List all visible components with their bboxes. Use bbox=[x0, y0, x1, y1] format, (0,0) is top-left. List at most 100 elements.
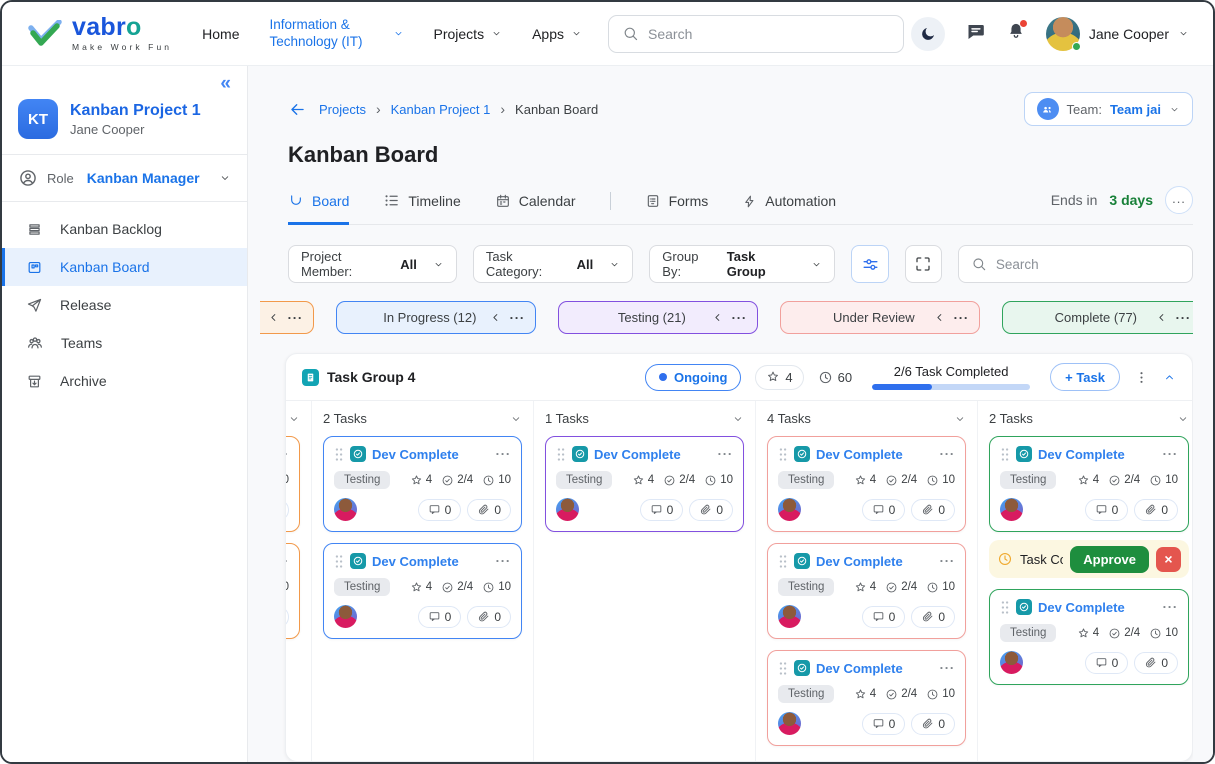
column-pill-in-progress[interactable]: In Progress (12) ... bbox=[336, 301, 536, 334]
task-more-options-icon[interactable]: ... bbox=[939, 443, 955, 459]
board-search[interactable] bbox=[957, 245, 1193, 283]
tab-timeline[interactable]: Timeline bbox=[383, 192, 461, 225]
nav-item-home[interactable]: Home bbox=[202, 25, 240, 42]
task-more-options-icon[interactable]: ... bbox=[1162, 596, 1178, 612]
attachments-chip[interactable]: 0 bbox=[286, 605, 289, 628]
global-search[interactable] bbox=[608, 14, 904, 53]
task-card[interactable]: Dev Complete ... Testing 4 2/4 10 bbox=[989, 436, 1189, 532]
dropdown-project-member[interactable]: Project Member: All bbox=[288, 245, 457, 283]
role-selector[interactable]: Role Kanban Manager bbox=[2, 155, 247, 201]
tab-forms[interactable]: Forms bbox=[645, 193, 708, 225]
dropdown-task-category[interactable]: Task Category: All bbox=[472, 245, 634, 283]
board-more-options-button[interactable]: ... bbox=[1165, 186, 1193, 214]
task-card[interactable]: Dev Complete ... Testing 4 2/4 10 bbox=[323, 436, 522, 532]
sidebar-item-archive[interactable]: Archive bbox=[2, 362, 247, 400]
task-title-link[interactable]: Dev Complete bbox=[372, 553, 459, 569]
attachments-chip[interactable]: 0 bbox=[467, 498, 511, 521]
column-more-options-icon[interactable]: ... bbox=[287, 307, 303, 322]
task-more-options-icon[interactable]: ... bbox=[939, 657, 955, 673]
chevron-down-icon[interactable] bbox=[954, 413, 966, 425]
task-title-link[interactable]: Dev Complete bbox=[816, 446, 903, 462]
add-task-button[interactable]: + Task bbox=[1050, 363, 1120, 391]
task-title-link[interactable]: Dev Complete bbox=[1038, 599, 1125, 615]
column-pill-under-review[interactable]: Under Review ... bbox=[780, 301, 980, 334]
drag-handle-icon[interactable] bbox=[556, 447, 566, 462]
chevron-left-icon[interactable] bbox=[489, 311, 502, 324]
chevron-left-icon[interactable] bbox=[933, 311, 946, 324]
task-title-link[interactable]: Dev Complete bbox=[594, 446, 681, 462]
comments-chip[interactable]: 0 bbox=[417, 498, 462, 521]
sidebar-item-kanban-backlog[interactable]: Kanban Backlog bbox=[2, 210, 247, 248]
task-card[interactable]: Dev Complete ... Testing 4 2/4 10 bbox=[767, 543, 966, 639]
task-title-link[interactable]: Dev Complete bbox=[372, 446, 459, 462]
vabro-logo[interactable]: vabro Make Work Fun bbox=[28, 15, 172, 52]
drag-handle-icon[interactable] bbox=[1000, 600, 1010, 615]
tab-board[interactable]: Board bbox=[288, 193, 350, 225]
task-more-options-icon[interactable]: ... bbox=[717, 443, 733, 459]
notifications-button[interactable] bbox=[1006, 20, 1027, 46]
task-card[interactable]: Dev Complete ... Testing 4 2/4 10 bbox=[286, 436, 300, 532]
task-more-options-icon[interactable]: ... bbox=[495, 443, 511, 459]
attachments-chip[interactable]: 0 bbox=[911, 712, 955, 735]
task-more-options-icon[interactable]: ... bbox=[1162, 443, 1178, 459]
nav-item-department[interactable]: Information & Technology (IT) bbox=[270, 17, 404, 51]
task-more-options-icon[interactable]: ... bbox=[286, 445, 289, 460]
filter-settings-button[interactable] bbox=[851, 245, 889, 283]
dark-mode-toggle[interactable] bbox=[910, 16, 945, 51]
column-pill-testing[interactable]: Testing (21) ... bbox=[558, 301, 758, 334]
task-more-options-icon[interactable]: ... bbox=[286, 552, 289, 567]
column-more-options-icon[interactable]: ... bbox=[1175, 307, 1191, 322]
back-arrow-icon[interactable] bbox=[288, 100, 307, 119]
status-badge[interactable]: Ongoing bbox=[644, 363, 742, 391]
drag-handle-icon[interactable] bbox=[1000, 447, 1010, 462]
messages-button[interactable] bbox=[965, 21, 986, 47]
collapse-group-icon[interactable] bbox=[1163, 371, 1176, 384]
column-more-options-icon[interactable]: ... bbox=[953, 307, 969, 322]
dropdown-group-by[interactable]: Group By: Task Group bbox=[649, 245, 836, 283]
sidebar-collapse-button[interactable]: « bbox=[220, 73, 231, 94]
task-card[interactable]: Dev Complete ... Testing 4 2/4 10 bbox=[767, 436, 966, 532]
task-card[interactable]: Dev Complete ... Testing 4 2/4 10 bbox=[767, 650, 966, 746]
column-pill-backlog[interactable]: ... bbox=[260, 301, 314, 334]
chevron-left-icon[interactable] bbox=[1155, 311, 1168, 324]
drag-handle-icon[interactable] bbox=[778, 554, 788, 569]
attachments-chip[interactable]: 0 bbox=[1134, 651, 1178, 674]
group-more-options-icon[interactable] bbox=[1134, 370, 1149, 385]
column-more-options-icon[interactable]: ... bbox=[509, 307, 525, 322]
chevron-down-icon[interactable] bbox=[510, 413, 522, 425]
breadcrumb-item[interactable]: Kanban Project 1 bbox=[390, 101, 491, 117]
attachments-chip[interactable]: 0 bbox=[911, 498, 955, 521]
task-card[interactable]: Dev Complete ... Testing 4 2/4 10 bbox=[545, 436, 744, 532]
comments-chip[interactable]: 0 bbox=[1084, 498, 1129, 521]
sidebar-item-kanban-board[interactable]: Kanban Board bbox=[2, 248, 247, 286]
comments-chip[interactable]: 0 bbox=[861, 498, 906, 521]
drag-handle-icon[interactable] bbox=[334, 447, 344, 462]
approve-button[interactable]: Approve bbox=[1070, 545, 1149, 573]
tab-automation[interactable]: Automation bbox=[742, 193, 836, 225]
fullscreen-button[interactable] bbox=[904, 245, 942, 283]
column-more-options-icon[interactable]: ... bbox=[731, 307, 747, 322]
comments-chip[interactable]: 0 bbox=[417, 605, 462, 628]
sidebar-item-release[interactable]: Release bbox=[2, 286, 247, 324]
attachments-chip[interactable]: 0 bbox=[1134, 498, 1178, 521]
comments-chip[interactable]: 0 bbox=[639, 498, 684, 521]
attachments-chip[interactable]: 0 bbox=[689, 498, 733, 521]
search-input[interactable] bbox=[648, 25, 890, 42]
user-menu[interactable]: Jane Cooper bbox=[1045, 16, 1189, 51]
sidebar-item-teams[interactable]: Teams bbox=[2, 324, 247, 362]
task-more-options-icon[interactable]: ... bbox=[495, 550, 511, 566]
comments-chip[interactable]: 0 bbox=[861, 605, 906, 628]
drag-handle-icon[interactable] bbox=[334, 554, 344, 569]
chevron-down-icon[interactable] bbox=[288, 413, 300, 425]
attachments-chip[interactable]: 0 bbox=[911, 605, 955, 628]
drag-handle-icon[interactable] bbox=[778, 447, 788, 462]
task-title-link[interactable]: Dev Complete bbox=[1038, 446, 1125, 462]
board-search-input[interactable] bbox=[995, 256, 1180, 272]
nav-item-projects[interactable]: Projects bbox=[434, 26, 503, 42]
task-card[interactable]: Dev Complete ... Testing 4 2/4 10 bbox=[989, 589, 1189, 685]
nav-item-apps[interactable]: Apps bbox=[532, 26, 582, 42]
attachments-chip[interactable]: 0 bbox=[286, 498, 289, 521]
comments-chip[interactable]: 0 bbox=[1084, 651, 1129, 674]
task-title-link[interactable]: Dev Complete bbox=[816, 553, 903, 569]
chevron-down-icon[interactable] bbox=[1177, 413, 1189, 425]
